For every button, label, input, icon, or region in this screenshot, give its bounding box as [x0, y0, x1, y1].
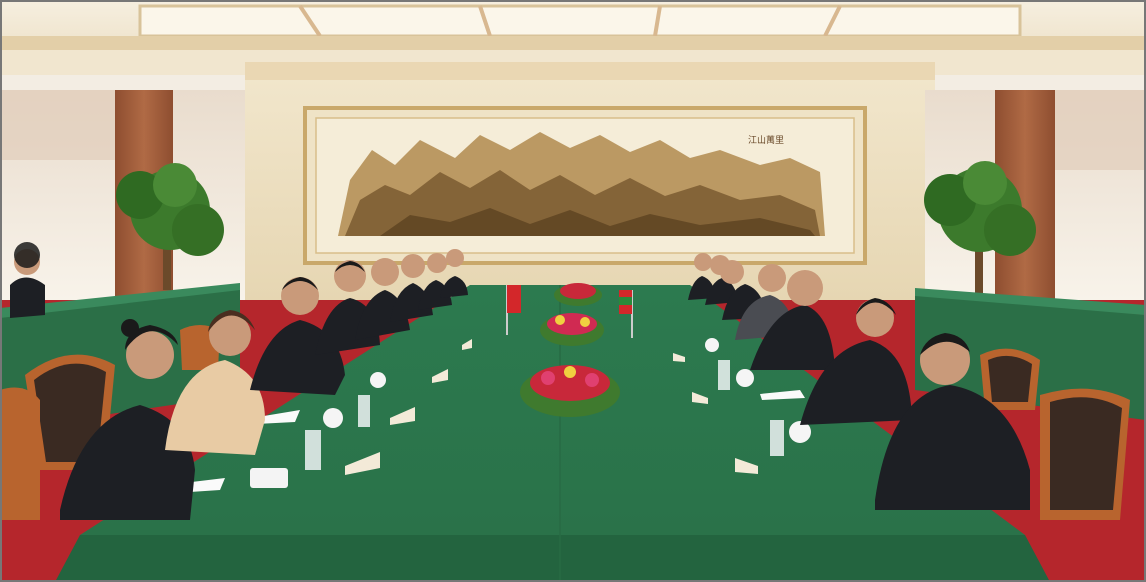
chairs: [0, 325, 1130, 520]
ceiling: [0, 0, 1146, 75]
delegates-left-side: [10, 242, 468, 520]
table-items: [145, 338, 811, 495]
flower-arrangement-middle: [540, 313, 604, 346]
delegates-right-side: [688, 253, 1030, 510]
flower-arrangement-near: [520, 365, 620, 417]
painting-inscription: 江山萬里: [748, 134, 784, 146]
potted-tree-right: [924, 161, 1036, 295]
flag-left: [506, 285, 521, 335]
flag-right: [619, 290, 633, 338]
landscape-painting: 江山萬里: [303, 106, 867, 265]
potted-tree-left: [116, 163, 224, 290]
place-cards: [345, 339, 758, 475]
flower-arrangement-far: [554, 283, 602, 306]
